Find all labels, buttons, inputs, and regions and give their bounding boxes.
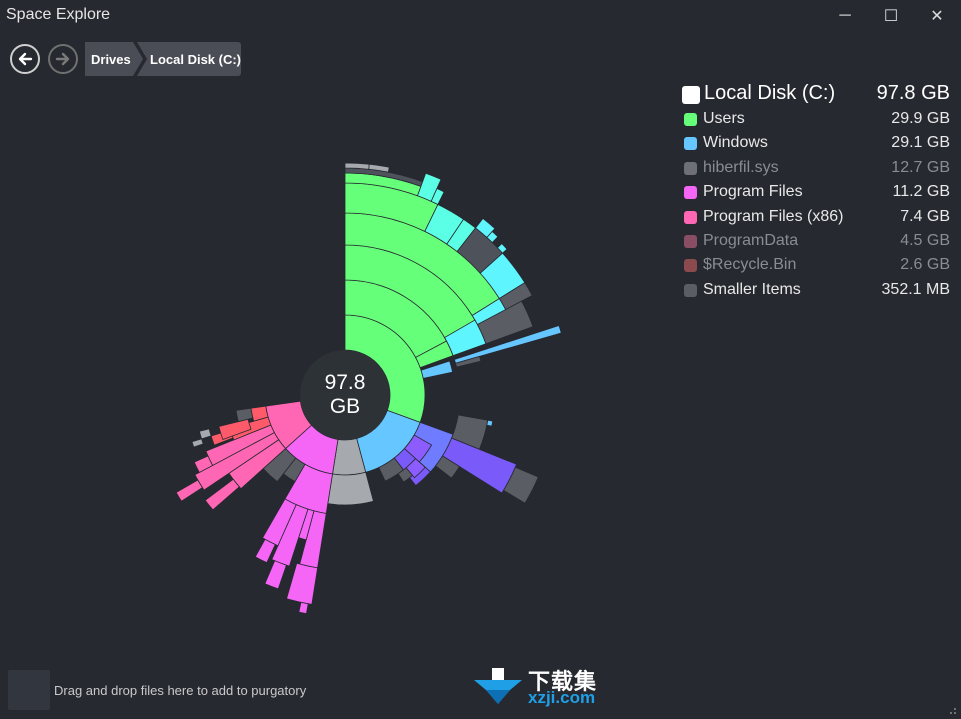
segment-windows-sub[interactable] — [378, 457, 405, 482]
recycle-bin-color-swatch — [684, 259, 697, 273]
users-color-swatch — [684, 113, 697, 126]
legend-item-label: ProgramData — [703, 231, 799, 249]
legend-item-label: Windows — [703, 134, 768, 152]
title-bar: Space Explore ─ ☐ ✕ — [0, 0, 961, 32]
segment-program-files-x86-sub[interactable] — [191, 438, 204, 448]
legend-item-windows[interactable]: Windows 29.1 GB — [682, 132, 950, 156]
legend-item-program-files[interactable]: Program Files 11.2 GB — [682, 181, 950, 205]
legend-item-label: Program Files (x86) — [703, 207, 844, 225]
root-color-swatch — [682, 86, 700, 104]
resize-grip-icon[interactable] — [945, 703, 957, 715]
segment-windows-sub[interactable] — [403, 434, 433, 463]
smaller-items-color-swatch — [684, 283, 697, 297]
legend-item-value: 352.1 MB — [881, 280, 950, 298]
segment-users-sub[interactable] — [496, 242, 508, 254]
legend: Local Disk (C:) 97.8 GB Users 29.9 GB Wi… — [682, 80, 950, 303]
back-button[interactable] — [10, 44, 40, 74]
legend-item-label: $Recycle.Bin — [703, 256, 797, 274]
close-button[interactable]: ✕ — [930, 8, 944, 25]
segment-windows-sub[interactable] — [486, 419, 494, 427]
legend-item-hiberfil[interactable]: hiberfil.sys 12.7 GB — [682, 157, 950, 181]
segment-windows-sub[interactable] — [397, 467, 414, 483]
watermark-cn-text: 下载集 — [528, 669, 598, 694]
legend-item-value: 29.9 GB — [891, 110, 950, 127]
segment-users-sub[interactable] — [420, 360, 454, 379]
breadcrumb-local-disk[interactable]: Local Disk (C:) — [137, 42, 241, 76]
breadcrumb-local-disk-label: Local Disk (C:) — [150, 51, 242, 67]
legend-item-value: 29.1 GB — [891, 134, 950, 152]
segment-program-files-sub[interactable] — [286, 562, 319, 605]
segment-users-sub[interactable] — [368, 163, 390, 173]
legend-item-label: hiberfil.sys — [703, 158, 779, 176]
maximize-button[interactable]: ☐ — [883, 8, 899, 25]
legend-item-users[interactable]: Users 29.9 GB — [682, 108, 950, 132]
segment-users-sub[interactable] — [430, 188, 445, 205]
segment-program-files-x86-sub[interactable] — [235, 407, 254, 423]
windows-color-swatch — [684, 137, 697, 151]
segment-hiberfil-sub[interactable] — [327, 471, 374, 506]
arrow-right-icon — [55, 52, 70, 66]
segment-windows-sub[interactable] — [503, 466, 539, 504]
legend-item-value: 11.2 GB — [892, 183, 950, 201]
program-files-color-swatch — [684, 186, 697, 200]
segment-users-sub[interactable] — [455, 355, 482, 368]
segment-windows-sub[interactable] — [435, 455, 461, 479]
legend-item-programdata[interactable]: ProgramData 4.5 GB — [682, 230, 950, 254]
center-disk[interactable] — [300, 350, 390, 440]
forward-button[interactable] — [48, 44, 78, 74]
segment-program-files-x86-sub[interactable] — [175, 479, 203, 502]
legend-item-smaller-items[interactable]: Smaller Items 352.1 MB — [682, 279, 950, 303]
drop-hint-text: Drag and drop files here to add to purga… — [54, 683, 307, 698]
legend-item-program-files-x86[interactable]: Program Files (x86) 7.4 GB — [682, 206, 950, 230]
segment-program-files-sub[interactable] — [254, 538, 276, 564]
segment-program-files-x86-sub[interactable] — [204, 478, 240, 511]
purgatory-drop-zone[interactable] — [8, 670, 50, 710]
watermark-domain: xzji.com — [528, 688, 596, 707]
legend-item-value: 2.6 GB — [900, 256, 950, 274]
legend-root[interactable]: Local Disk (C:) 97.8 GB — [682, 80, 950, 108]
segment-users-sub[interactable] — [486, 230, 499, 244]
legend-item-label: Program Files — [703, 183, 803, 201]
arrow-left-icon — [18, 52, 33, 66]
segment-program-files-sub[interactable] — [264, 560, 287, 590]
program-files-x86-color-swatch — [684, 210, 697, 224]
legend-item-value: 7.4 GB — [900, 207, 950, 225]
programdata-color-swatch — [684, 234, 697, 248]
segment-program-files-sub[interactable] — [298, 601, 309, 615]
legend-item-label: Smaller Items — [703, 280, 801, 298]
segment-program-files-x86-sub[interactable] — [193, 455, 214, 474]
legend-item-recycle-bin[interactable]: $Recycle.Bin 2.6 GB — [682, 254, 950, 278]
legend-item-value: 12.7 GB — [891, 158, 950, 176]
legend-item-value: 4.5 GB — [900, 231, 950, 249]
breadcrumb-drives-label: Drives — [91, 51, 131, 67]
segment-users-sub[interactable] — [476, 300, 534, 345]
watermark-logo: 下载集 xzji.com — [470, 664, 620, 710]
hiberfil-color-swatch — [684, 161, 697, 175]
breadcrumb-drives[interactable]: Drives — [85, 42, 143, 76]
minimize-button[interactable]: ─ — [839, 7, 851, 24]
download-arrow-icon — [474, 668, 522, 704]
legend-root-label: Local Disk (C:) — [704, 82, 836, 104]
window-title: Space Explore — [6, 6, 111, 23]
legend-item-label: Users — [703, 110, 745, 127]
legend-root-value: 97.8 GB — [876, 82, 950, 104]
segment-program-files-x86-sub[interactable] — [198, 428, 212, 440]
segment-users-sub[interactable] — [344, 162, 370, 170]
